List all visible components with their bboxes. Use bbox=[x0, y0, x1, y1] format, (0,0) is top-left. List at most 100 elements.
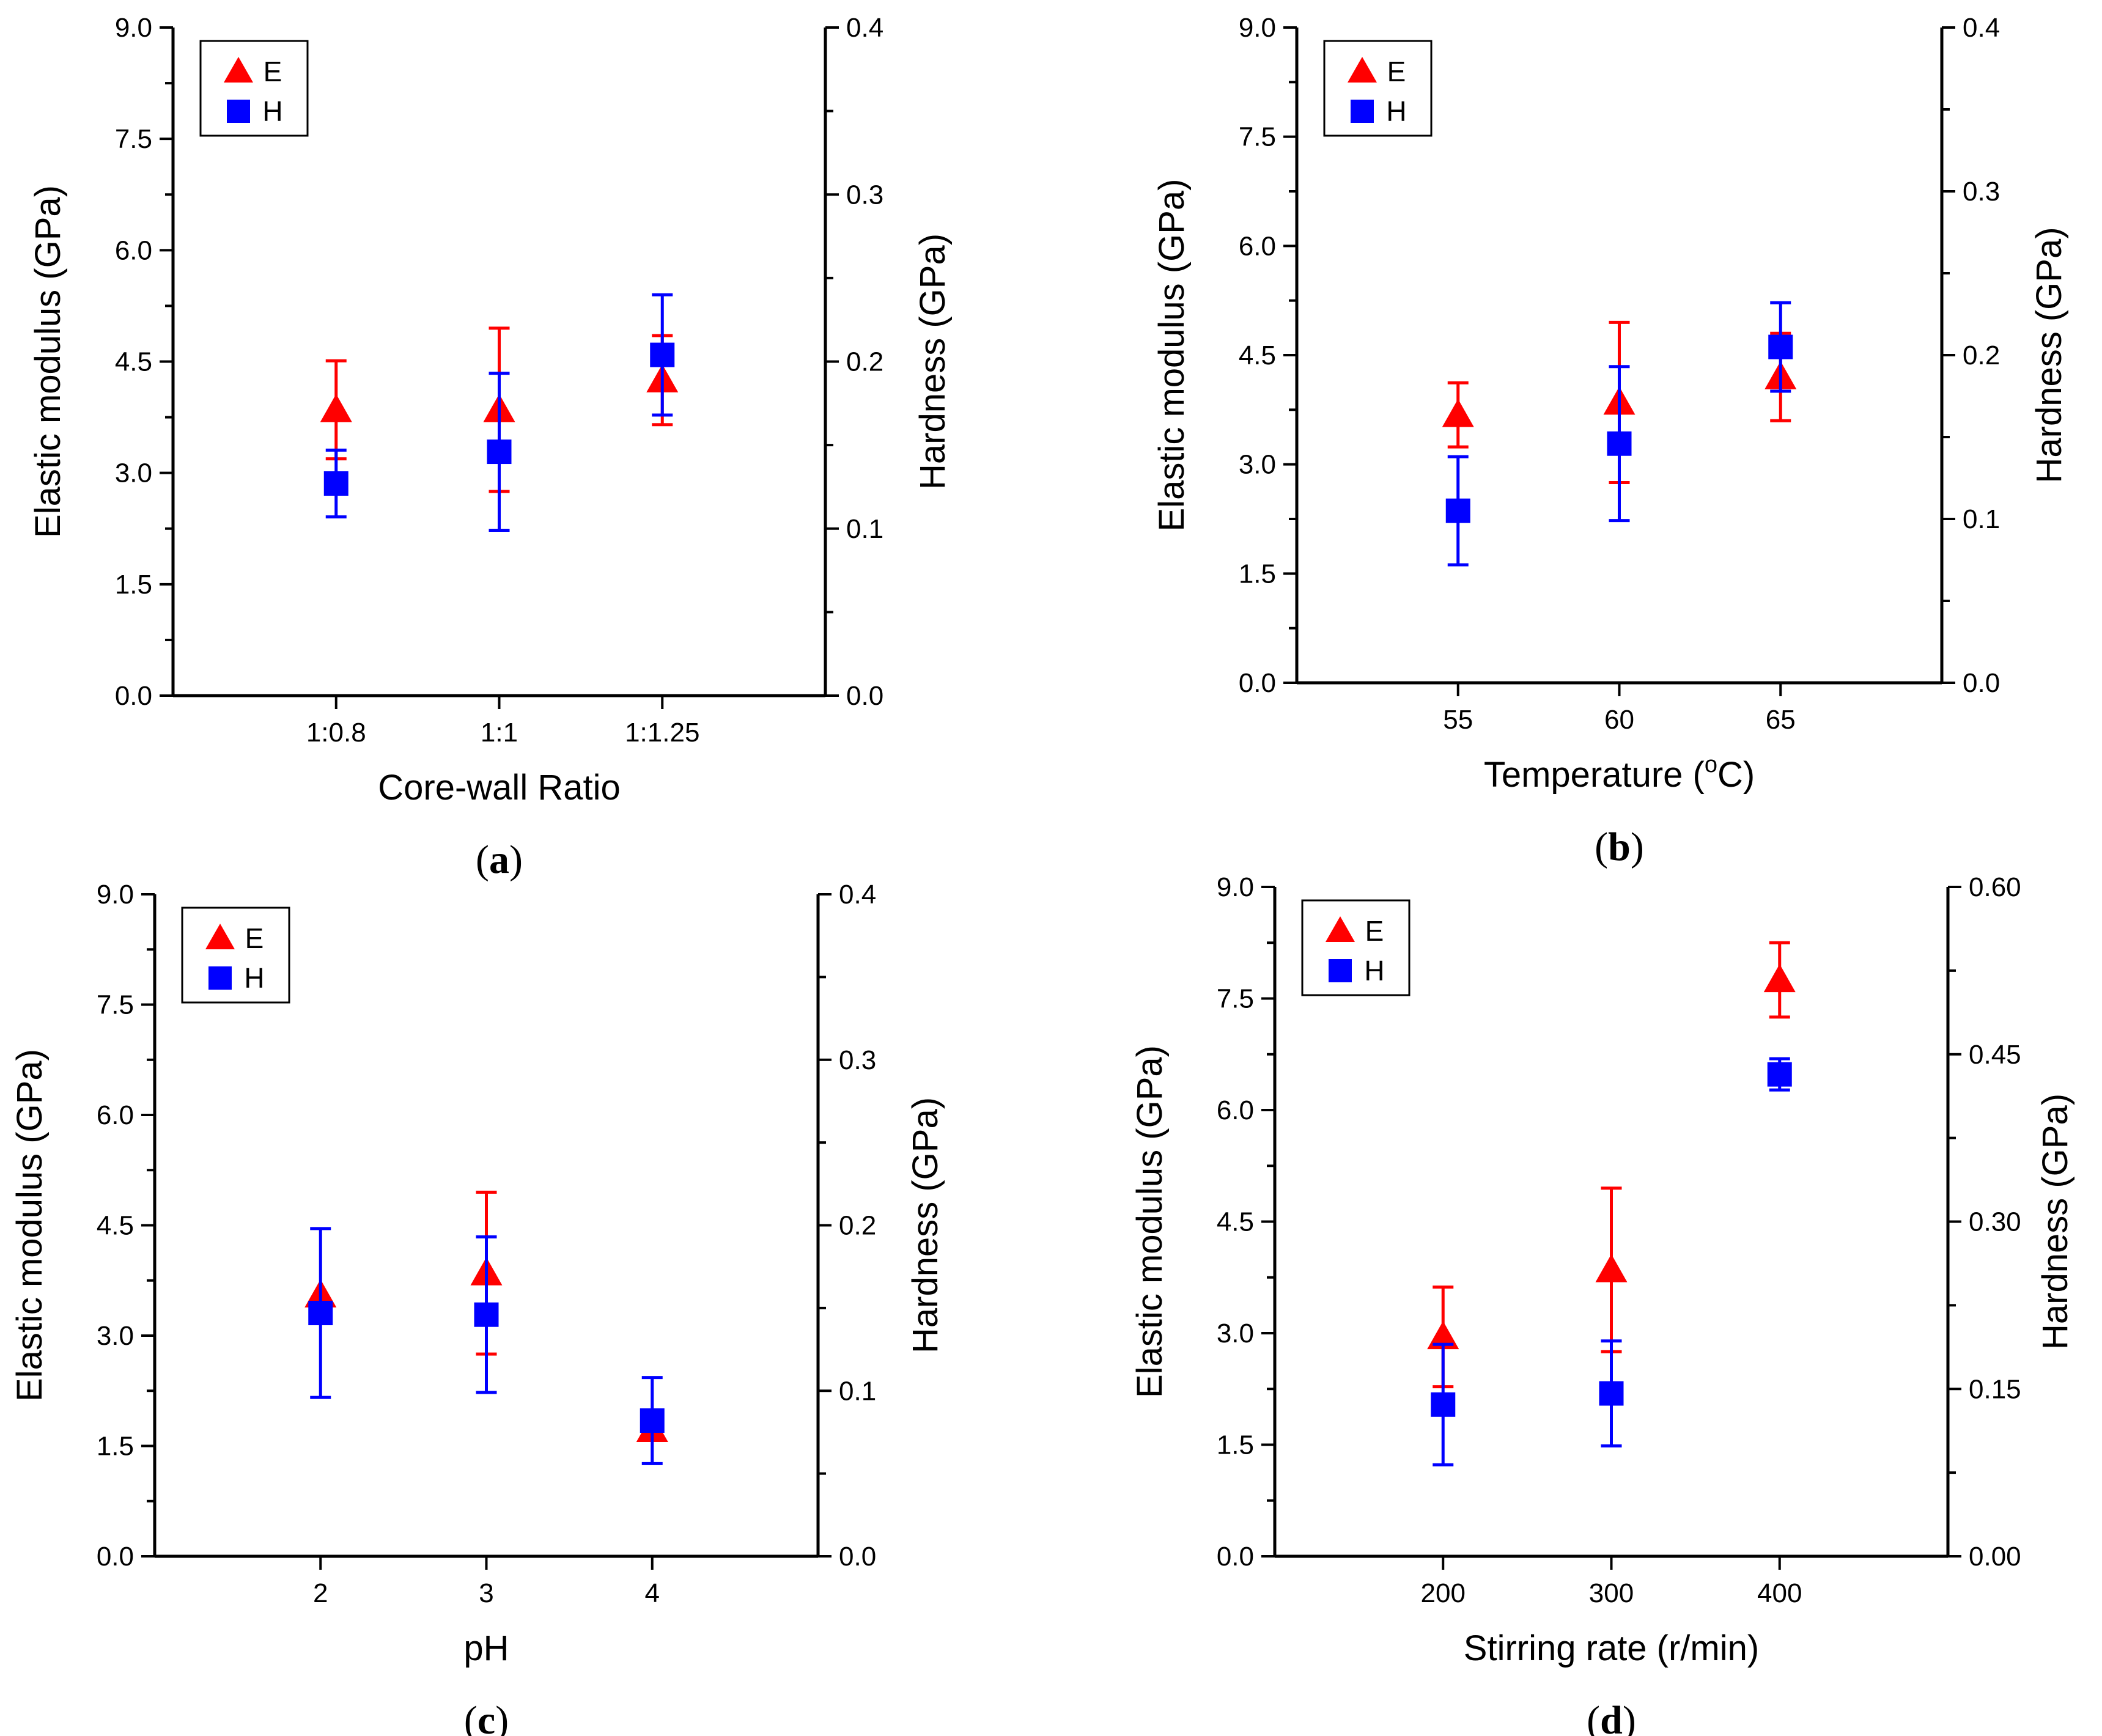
legend-label-H: H bbox=[1364, 955, 1384, 987]
x-axis-label-tail: C) bbox=[1717, 755, 1755, 795]
caption-letter: d bbox=[1600, 1698, 1623, 1736]
data-point-H bbox=[1445, 498, 1470, 523]
y-axis-label-right: Hardness (GPa) bbox=[2035, 1094, 2075, 1350]
data-point-E bbox=[320, 394, 352, 422]
y-tick-label-right: 0.30 bbox=[1969, 1207, 2021, 1237]
y-tick-label-left: 1.5 bbox=[97, 1432, 134, 1462]
x-tick-label: 1:1 bbox=[481, 718, 518, 748]
y-tick-label-left: 4.5 bbox=[1217, 1207, 1254, 1237]
chart-panel-b: 0.0 1.5 3.0 4.5 6.0 7.5 9.0 0.0 0.1 0.2 0.3 0.4 55 60… bbox=[1152, 13, 2069, 869]
data-point-H bbox=[487, 440, 512, 465]
legend-box bbox=[181, 907, 290, 1004]
y-tick-label-right: 0.1 bbox=[839, 1376, 876, 1406]
x-tick-label: 200 bbox=[1421, 1578, 1466, 1608]
x-axis-label-main: Temperature ( bbox=[1484, 755, 1705, 795]
data-point-H bbox=[1607, 431, 1632, 456]
data-point-E bbox=[1595, 1254, 1628, 1282]
y-tick-label-left: 7.5 bbox=[1239, 122, 1276, 152]
y-tick-label-right: 0.0 bbox=[1963, 668, 2000, 698]
x-tick-label: 1:1.25 bbox=[625, 718, 699, 748]
y-tick-label-right: 0.3 bbox=[839, 1045, 876, 1075]
y-tick-label-right: 0.0 bbox=[839, 1542, 876, 1572]
y-tick-label-left: 9.0 bbox=[1239, 13, 1276, 43]
y-axis-label-right: Hardness (GPa) bbox=[913, 234, 953, 490]
data-point-H bbox=[640, 1408, 665, 1433]
x-tick-label: 300 bbox=[1589, 1578, 1634, 1608]
legend-label-E: E bbox=[264, 56, 282, 87]
y-tick-label-left: 1.5 bbox=[115, 570, 152, 600]
y-axis-label-left: Elastic modulus (GPa) bbox=[1130, 1045, 1170, 1398]
y-tick-label-left: 6.0 bbox=[97, 1100, 134, 1130]
y-axis-label-left: Elastic modulus (GPa) bbox=[10, 1049, 50, 1402]
y-tick-label-right: 0.3 bbox=[1963, 177, 2000, 207]
data-point-H bbox=[474, 1302, 499, 1327]
data-point-H bbox=[323, 471, 348, 496]
y-tick-label-right: 0.3 bbox=[846, 180, 883, 210]
x-axis-label: Temperature (oC) bbox=[1484, 752, 1755, 795]
legend-marker-E bbox=[1326, 916, 1355, 942]
y-tick-label-left: 4.5 bbox=[97, 1211, 134, 1241]
y-tick-label-right: 0.2 bbox=[1963, 340, 2000, 370]
panel-caption: (a) bbox=[476, 837, 523, 882]
data-point-H bbox=[1599, 1381, 1624, 1406]
y-tick-label-left: 1.5 bbox=[1217, 1430, 1254, 1460]
y-tick-label-right: 0.0 bbox=[846, 681, 883, 711]
legend-marker-E bbox=[224, 57, 253, 83]
y-tick-label-left: 6.0 bbox=[115, 235, 152, 265]
x-axis-label: pH bbox=[463, 1628, 509, 1668]
x-tick-label: 55 bbox=[1443, 705, 1473, 735]
x-axis-label-superscript: o bbox=[1705, 752, 1717, 778]
caption-paren-close: ) bbox=[495, 1698, 509, 1736]
chart-panel-c: 0.0 1.5 3.0 4.5 6.0 7.5 9.0 0.0 0.1 0.2 0.3 0.4 2 3 4 p… bbox=[10, 880, 945, 1736]
y-tick-label-right: 0.4 bbox=[846, 13, 883, 43]
y-axis-label-right: Hardness (GPa) bbox=[905, 1097, 945, 1353]
data-point-H bbox=[1431, 1392, 1456, 1417]
caption-letter: b bbox=[1608, 825, 1631, 869]
caption-paren-open: ( bbox=[464, 1698, 478, 1736]
legend-marker-E bbox=[1348, 57, 1377, 83]
data-point-E bbox=[1763, 964, 1796, 993]
caption-paren-open: ( bbox=[476, 837, 489, 882]
data-point-E bbox=[1427, 1321, 1459, 1350]
legend-box bbox=[199, 40, 309, 137]
legend-marker-H bbox=[1351, 100, 1374, 123]
chart-panel-a: 0.0 1.5 3.0 4.5 6.0 7.5 9.0 0.0 0.1 0.2 0.3 0.4 1:0.… bbox=[28, 13, 953, 882]
y-tick-label-right: 0.00 bbox=[1969, 1542, 2021, 1572]
y-tick-label-left: 9.0 bbox=[115, 13, 152, 43]
x-tick-label: 1:0.8 bbox=[306, 718, 366, 748]
x-tick-label: 400 bbox=[1757, 1578, 1802, 1608]
panel-caption: (b) bbox=[1595, 825, 1644, 869]
y-tick-label-left: 0.0 bbox=[115, 681, 152, 711]
y-tick-label-left: 6.0 bbox=[1217, 1095, 1254, 1125]
legend-marker-H bbox=[227, 100, 250, 123]
y-tick-label-right: 0.4 bbox=[1963, 13, 2000, 43]
y-tick-label-left: 9.0 bbox=[97, 880, 134, 910]
data-point-H bbox=[1768, 334, 1793, 359]
caption-letter: c bbox=[478, 1698, 495, 1736]
data-point-H bbox=[650, 342, 675, 367]
legend-marker-H bbox=[208, 966, 232, 990]
y-tick-label-right: 0.45 bbox=[1969, 1040, 2021, 1070]
x-tick-label: 60 bbox=[1604, 705, 1634, 735]
y-tick-label-left: 6.0 bbox=[1239, 231, 1276, 261]
legend-label-H: H bbox=[244, 962, 264, 994]
chart-panel-d: 0.0 1.5 3.0 4.5 6.0 7.5 9.0 0.00 0.15 0.30 0.45 0.6… bbox=[1130, 872, 2075, 1736]
x-tick-label: 3 bbox=[479, 1578, 493, 1608]
data-point-H bbox=[308, 1300, 333, 1325]
panel-caption: (d) bbox=[1587, 1698, 1636, 1736]
y-tick-label-left: 0.0 bbox=[1239, 668, 1276, 698]
y-tick-label-left: 0.0 bbox=[1217, 1542, 1254, 1572]
y-tick-label-left: 7.5 bbox=[115, 124, 152, 154]
caption-paren-open: ( bbox=[1595, 825, 1608, 869]
y-axis-label-left: Elastic modulus (GPa) bbox=[28, 185, 68, 538]
y-tick-label-left: 3.0 bbox=[97, 1321, 134, 1351]
y-tick-label-left: 7.5 bbox=[97, 990, 134, 1020]
data-point-H bbox=[1767, 1062, 1792, 1087]
y-tick-label-left: 4.5 bbox=[1239, 340, 1276, 370]
legend-label-H: H bbox=[1386, 95, 1406, 127]
x-tick-label: 65 bbox=[1766, 705, 1796, 735]
y-tick-label-left: 1.5 bbox=[1239, 559, 1276, 589]
legend-label-E: E bbox=[245, 922, 264, 954]
y-tick-label-right: 0.1 bbox=[846, 514, 883, 544]
